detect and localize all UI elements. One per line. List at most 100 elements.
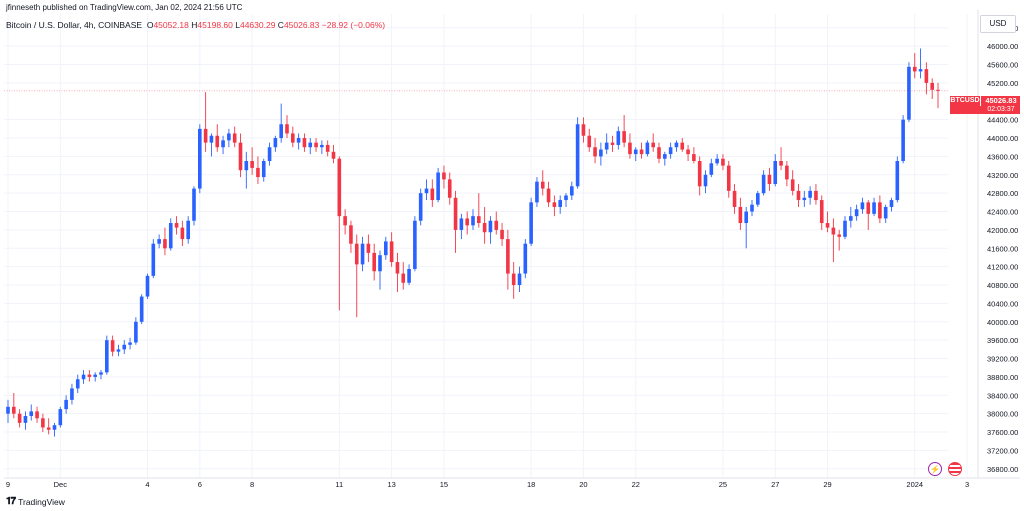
candle-body [145, 275, 150, 297]
candle-body [46, 427, 51, 430]
chart-legend: Bitcoin / U.S. Dollar, 4h, COINBASE O450… [6, 20, 385, 30]
candle-body [895, 161, 900, 201]
candle-body [500, 229, 504, 240]
publisher-credit: jfinneseth published on TradingView.com,… [6, 3, 243, 12]
candle-body [424, 188, 429, 194]
candle-body [314, 142, 318, 148]
tradingview-brand[interactable]: 𝟏𝟕 TradingView [6, 496, 65, 507]
candle-body [506, 239, 510, 274]
candle-body [709, 163, 714, 175]
candle-body [825, 223, 830, 228]
y-tick-label: 37200.00 [987, 446, 1018, 455]
x-tick-label: 8 [250, 480, 254, 489]
candle-body [517, 273, 522, 286]
bar-countdown: 02:03:37 [987, 106, 1015, 113]
candle-body [912, 66, 917, 72]
candle-body [331, 151, 336, 159]
close-value: 45026.83 [283, 20, 320, 30]
candle-body [651, 142, 655, 148]
candle-body [320, 144, 324, 148]
y-tick-label: 40400.00 [987, 299, 1018, 308]
candle-body [418, 193, 423, 221]
candle-body [744, 211, 748, 224]
candle-body [134, 321, 138, 343]
candle-body [180, 227, 185, 240]
candle-body [564, 195, 568, 201]
candle-body [447, 179, 452, 198]
candle-body [540, 181, 545, 189]
candle-body [837, 234, 841, 237]
candle-body [75, 379, 80, 389]
candle-body [738, 206, 743, 224]
candle-body [872, 202, 876, 214]
candle-body [814, 190, 818, 201]
lightning-icon[interactable]: ⚡ [928, 462, 942, 476]
y-tick-label: 39200.00 [987, 355, 1018, 364]
x-tick-label: 6 [198, 480, 202, 489]
candle-body [453, 197, 458, 230]
x-tick-label: 3 [965, 480, 969, 489]
brand-name: TradingView [18, 496, 65, 507]
y-tick-label: 41200.00 [987, 263, 1018, 272]
candle-body [296, 138, 301, 143]
candle-body [64, 399, 68, 410]
candle-body [384, 241, 388, 256]
candle-body [203, 128, 208, 143]
y-tick-label: 40800.00 [987, 281, 1018, 290]
candle-body [633, 149, 638, 155]
candle-body [529, 202, 533, 244]
candle-body [773, 161, 778, 184]
candle-body [267, 147, 272, 162]
candle-body [139, 296, 144, 322]
us-flag-icon[interactable] [948, 462, 962, 476]
candle-body [819, 200, 824, 224]
candle-body [87, 374, 92, 377]
candle-body [715, 158, 719, 164]
candle-body [70, 388, 74, 400]
candle-body [726, 165, 731, 191]
candle-body [930, 82, 934, 90]
candle-body [122, 344, 127, 350]
y-tick-label: 44000.00 [987, 134, 1018, 143]
candle-body [523, 243, 528, 274]
candle-body [482, 223, 487, 233]
x-tick-label: 29 [823, 480, 831, 489]
candle-body [459, 218, 464, 230]
candle-body [849, 216, 853, 221]
candle-body [843, 220, 847, 237]
candle-body [721, 158, 725, 166]
candle-body [407, 268, 411, 283]
candle-body [261, 161, 266, 178]
candle-body [302, 138, 307, 148]
candle-body [907, 66, 911, 120]
candle-body [168, 223, 173, 249]
candle-body [802, 197, 807, 201]
chart-event-icons: ⚡ [928, 462, 962, 476]
candle-body [99, 372, 103, 375]
y-tick-label: 39600.00 [987, 336, 1018, 345]
candle-body [831, 227, 836, 235]
candle-body [401, 273, 406, 283]
candle-body [192, 188, 196, 221]
last-price-tag: BTCUSD 45026.83 02:03:37 [950, 96, 1020, 114]
price-tag-value: 45026.83 [985, 96, 1017, 105]
candle-body [645, 142, 650, 155]
candle-body [279, 124, 283, 139]
candle-body [413, 220, 417, 269]
x-tick-label: Dec [54, 480, 68, 489]
candle-body [174, 223, 179, 228]
candle-body [808, 190, 812, 198]
y-tick-label: 40000.00 [987, 318, 1018, 327]
candle-body [680, 142, 685, 150]
candle-body [686, 149, 690, 155]
candle-body [128, 342, 132, 345]
candle-body [465, 218, 469, 226]
y-tick-label: 37600.00 [987, 428, 1018, 437]
candle-body [511, 273, 516, 286]
candle-body [796, 190, 801, 201]
currency-selector[interactable]: USD [980, 15, 1016, 33]
y-tick-label: 43600.00 [987, 152, 1018, 161]
high-label: H [191, 20, 198, 30]
candle-body [878, 202, 882, 219]
